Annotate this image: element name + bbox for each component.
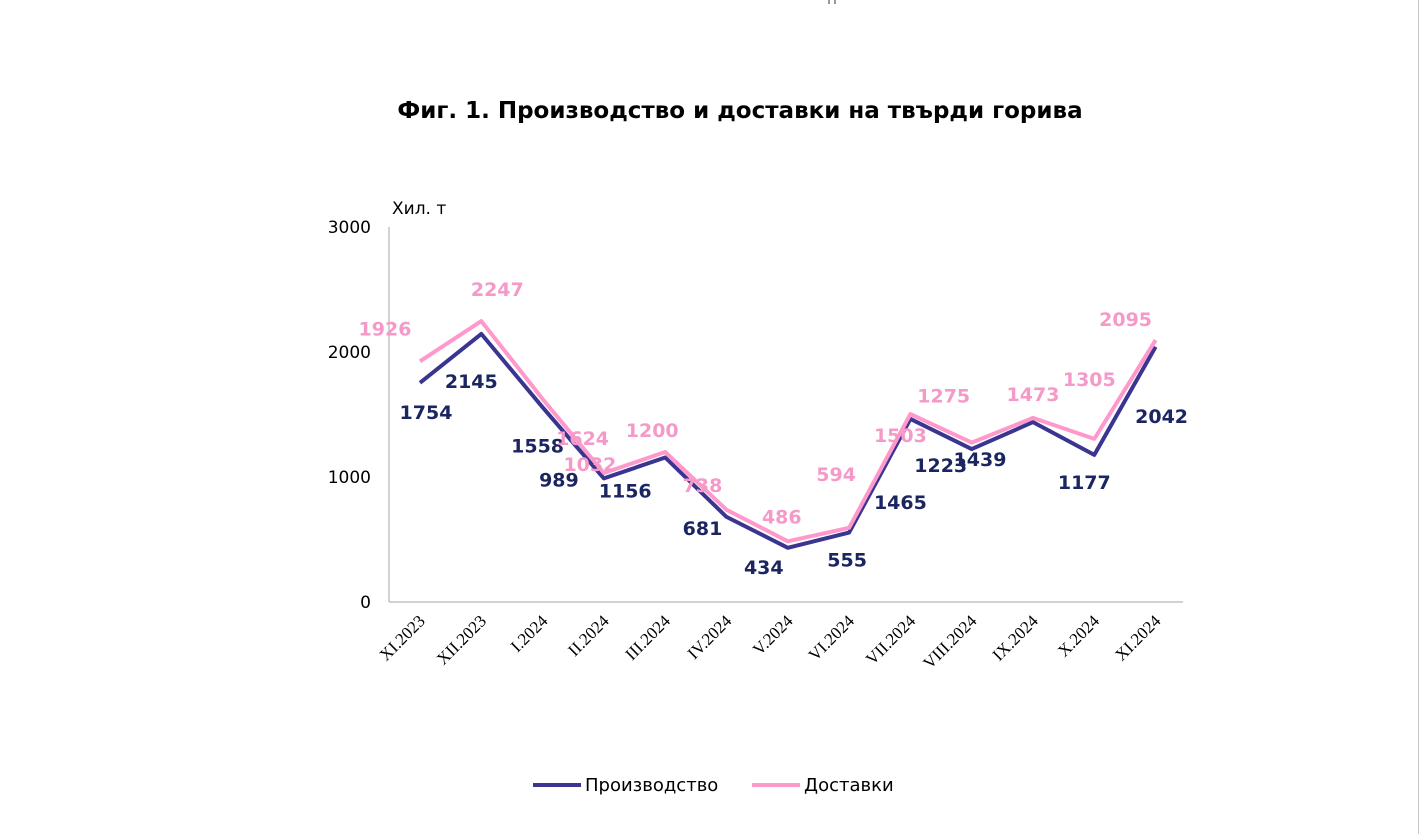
x-tick-label: XII.2023 <box>433 611 490 668</box>
data-label: 1223 <box>914 455 967 477</box>
data-label: 1926 <box>359 318 412 340</box>
x-tick-label: VII.2024 <box>862 611 920 669</box>
x-tick-label: VI.2024 <box>805 611 859 665</box>
data-label: 1032 <box>563 454 616 476</box>
series-line <box>418 331 1158 550</box>
series-lines <box>418 319 1158 550</box>
chart-title: Фиг. 1. Производство и доставки на твърд… <box>397 98 1082 124</box>
data-label: 1200 <box>626 420 679 442</box>
legend-label: Производство <box>585 775 718 796</box>
data-label: 1473 <box>1007 384 1060 406</box>
x-tick-label: X.2024 <box>1054 611 1104 661</box>
y-tick-label: 1000 <box>328 468 371 488</box>
data-labels: 1754 2145 1558 989 1156 681 434 555 1465 12231439… <box>359 279 1188 579</box>
data-label: 1624 <box>556 428 609 450</box>
x-tick-label: VIII.2024 <box>919 611 981 673</box>
data-label: 1177 <box>1058 472 1111 494</box>
page-top-mark <box>828 0 836 4</box>
legend: Производство Доставки <box>533 775 894 796</box>
y-tick-label: 0 <box>360 593 371 613</box>
page-border-right <box>1418 0 1419 834</box>
x-tick-label: XI.2024 <box>1111 611 1165 665</box>
axes: 0 1000 2000 3000 XI.2023 XII.2023 I.2024 II.202… <box>328 218 1183 673</box>
y-tick-label: 3000 <box>328 218 371 238</box>
data-label: 1558 <box>511 435 564 457</box>
data-label: 2042 <box>1135 406 1188 428</box>
x-tick-label: II.2024 <box>564 611 613 660</box>
data-label: 1754 <box>400 402 453 424</box>
data-label: 681 <box>683 518 723 540</box>
x-tick-label: IX.2024 <box>989 611 1043 665</box>
data-label: 2145 <box>445 371 498 393</box>
data-label: 1439 <box>954 449 1007 471</box>
data-label: 2247 <box>471 279 524 301</box>
data-label: 989 <box>539 469 579 491</box>
data-label: 1503 <box>874 425 927 447</box>
x-tick-label: V.2024 <box>749 611 797 659</box>
data-label: 1305 <box>1063 369 1116 391</box>
series-line <box>418 319 1158 544</box>
x-tick-label: XI.2023 <box>376 611 429 664</box>
data-label: 738 <box>683 475 723 497</box>
data-label: 594 <box>816 464 856 486</box>
legend-label: Доставки <box>804 775 894 796</box>
y-tick-label: 2000 <box>328 343 371 363</box>
data-label: 1156 <box>599 481 652 503</box>
data-label: 2095 <box>1099 309 1152 331</box>
y-axis-label: Хил. т <box>392 199 446 219</box>
data-label: 1275 <box>917 386 970 408</box>
data-label: 486 <box>762 506 802 528</box>
x-tick-label: III.2024 <box>622 611 675 664</box>
data-label: 1465 <box>874 492 927 514</box>
data-label: 434 <box>744 557 784 579</box>
x-tick-label: I.2024 <box>507 611 552 656</box>
x-tick-label: IV.2024 <box>684 611 736 663</box>
data-label: 555 <box>827 550 867 572</box>
